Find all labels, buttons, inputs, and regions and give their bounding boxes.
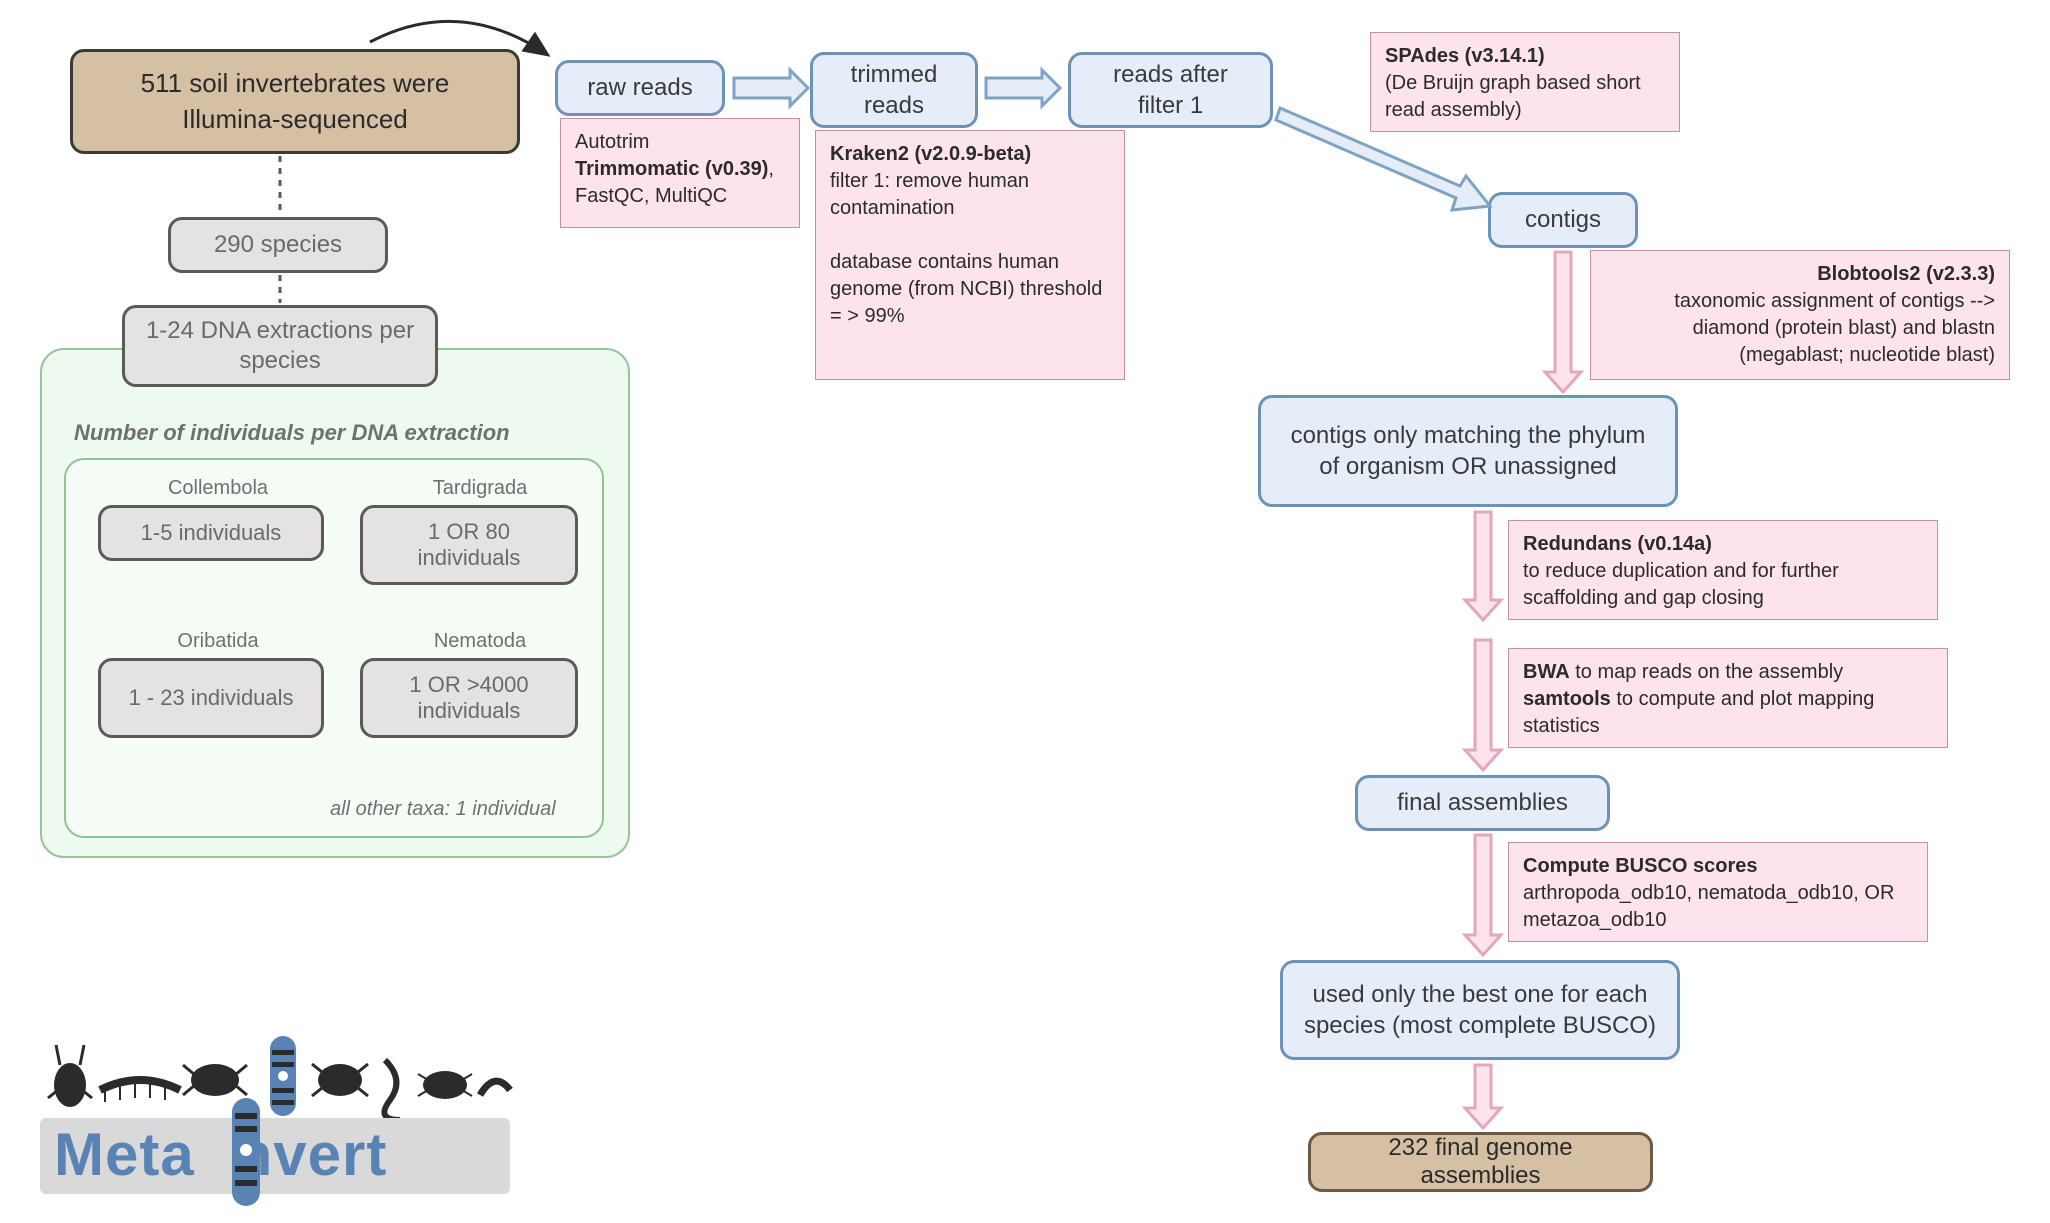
logo-chromosome-i [226,1098,266,1213]
trimmomatic-box: Autotrim Trimmomatic (v0.39), FastQC, Mu… [560,118,800,228]
best-one-box: used only the best one for each species … [1280,960,1680,1060]
taxon-tardigrada-label: Tardigrada [390,477,570,500]
contigs-phylum-box: contigs only matching the phylum of orga… [1258,395,1678,507]
logo-text: Meta nvert [54,1120,387,1189]
panel-title: Number of individuals per DNA extraction [74,420,510,446]
start-box: 511 soil invertebrates were Illumina-seq… [70,49,520,154]
busco-box: Compute BUSCO scores arthropoda_odb10, n… [1508,842,1928,942]
blobtools-box: Blobtools2 (v2.3.3) taxonomic assignment… [1590,250,2010,380]
footnote: all other taxa: 1 individual [330,798,556,821]
taxon-collembola-label: Collembola [128,477,308,500]
taxon-oribatida-box: 1 - 23 individuals [98,658,324,738]
reads-filter1-box: reads after filter 1 [1068,52,1273,128]
spades-box: SPAdes (v3.14.1) (De Bruijn graph based … [1370,32,1680,132]
bwa-box: BWA to map reads on the assembly samtool… [1508,648,1948,748]
redundans-box: Redundans (v0.14a) to reduce duplication… [1508,520,1938,620]
raw-reads-box: raw reads [555,60,725,116]
final-genomes-box: 232 final genome assemblies [1308,1132,1653,1192]
kraken2-box: Kraken2 (v2.0.9-beta) filter 1: remove h… [815,130,1125,380]
taxon-nematoda-label: Nematoda [390,630,570,653]
logo-silhouettes [40,1000,520,1120]
trimmed-reads-box: trimmed reads [810,52,978,128]
taxon-oribatida-label: Oribatida [128,630,308,653]
extractions-box: 1-24 DNA extractions per species [122,305,438,387]
taxon-collembola-box: 1-5 individuals [98,505,324,561]
start-text: 511 soil invertebrates were Illumina-seq… [91,66,499,136]
taxon-nematoda-box: 1 OR >4000 individuals [360,658,578,738]
contigs-box: contigs [1488,192,1638,248]
final-assemblies-box: final assemblies [1355,775,1610,831]
species-box: 290 species [168,217,388,273]
taxon-tardigrada-box: 1 OR 80 individuals [360,505,578,585]
logo: Meta nvert [40,1000,520,1125]
extractions-text: 1-24 DNA extractions per species [143,316,417,376]
species-text: 290 species [214,231,342,259]
